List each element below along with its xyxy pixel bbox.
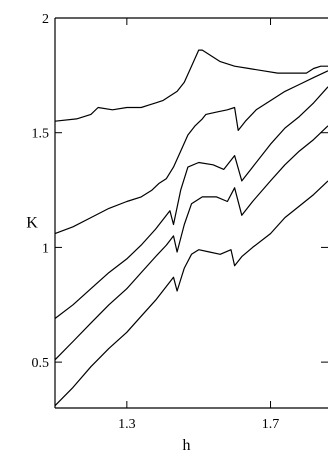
series-group [54,49,328,407]
series-line-3 [54,86,328,319]
y-axis-label: K [26,214,38,231]
y-tick-label: 1 [42,241,49,256]
series-line-1 [54,49,328,122]
axes-group: 0.5 1 1.5 2 1.3 1.7 [32,12,328,432]
y-tick-label: 0.5 [32,356,50,371]
x-axis-label: h [183,437,191,454]
x-tick-label: 1.3 [118,417,136,432]
x-tick-label: 1.7 [262,417,280,432]
y-tick-label: 1.5 [32,127,50,142]
y-tick-label: 2 [42,12,49,27]
series-line-2 [54,70,328,235]
series-line-4 [54,125,328,361]
series-line-5 [54,180,328,407]
